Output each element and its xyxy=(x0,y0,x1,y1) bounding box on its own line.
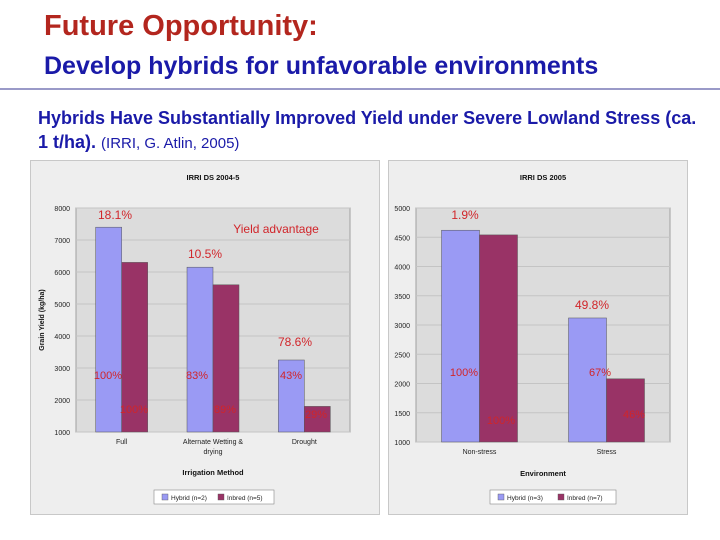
chart-2005-xtick-label: Stress xyxy=(597,449,617,456)
chart-2004-annotation-inbred-pct: 29% xyxy=(305,409,327,421)
chart-2004-ytick-label: 2000 xyxy=(54,398,70,405)
chart-2004-ytick-label: 3000 xyxy=(54,366,70,373)
chart-2005-ytick-label: 3000 xyxy=(394,323,410,330)
chart-2005-svg: 1000 1500 2000 2500 3000 3500 4000 4500 5000 IRRI… xyxy=(388,160,688,515)
chart-2004-ytick-label: 5000 xyxy=(54,302,70,309)
slide-heading: Hybrids Have Substantially Improved Yiel… xyxy=(38,106,698,156)
chart-2005-bar-hybrid xyxy=(441,229,480,443)
chart-2004-xtick-label: Alternate Wetting & drying xyxy=(183,439,244,456)
chart-2005-bar-inbred xyxy=(479,234,518,443)
heading-main: Hybrids Have Substantially Improved Yiel… xyxy=(38,108,697,152)
chart-2004-bar-inbred xyxy=(304,406,331,433)
chart-2005-ytick-label: 2000 xyxy=(394,382,410,389)
chart-2004-ytick-label: 7000 xyxy=(54,238,70,245)
chart-2004-annotation-header: Yield advantage xyxy=(233,222,319,236)
chart-panel-2005: 1000 1500 2000 2500 3000 3500 4000 4500 5000 IRRI… xyxy=(388,160,688,515)
chart-2004-annotation-advantage: 78.6% xyxy=(278,335,312,349)
chart-panel-2004: 1000 2000 3000 4000 5000 6000 7000 8000 IRRI DS … xyxy=(30,160,380,515)
chart-2004-annotation-inbred-pct: 100% xyxy=(120,404,148,416)
chart-2005-title: IRRI DS 2005 xyxy=(520,173,566,182)
chart-2004-ytick-label: 8000 xyxy=(54,206,70,213)
chart-2004-svg: 1000 2000 3000 4000 5000 6000 7000 8000 IRRI DS … xyxy=(30,160,380,515)
slide-title: Future Opportunity: xyxy=(44,10,318,42)
chart-2005-legend-box xyxy=(489,489,617,505)
chart-2005-bar-hybrid xyxy=(568,317,607,443)
chart-2004-legend-label: Hybrid (n=2) xyxy=(171,495,207,502)
chart-2004-x-axis-label: Irrigation Method xyxy=(182,468,244,477)
chart-2004-annotation-hybrid-pct: 43% xyxy=(280,370,302,382)
chart-2005-legend-swatch xyxy=(497,493,505,501)
chart-2004-xtick-label: Drought xyxy=(292,439,317,446)
chart-2005-annotation-inbred-pct: 46% xyxy=(623,409,645,421)
chart-2005-annotation-inbred-pct: 100% xyxy=(487,415,515,427)
chart-2005-ytick-label: 3500 xyxy=(394,294,410,301)
chart-2005-ytick-label: 1500 xyxy=(394,411,410,418)
chart-2005-ytick-label: 1000 xyxy=(394,440,410,447)
chart-2004-annotation-hybrid-pct: 83% xyxy=(186,370,208,382)
chart-2004-y-axis-label: Grain Yield (kg/ha) xyxy=(39,289,46,350)
chart-2005-annotation-hybrid-pct: 67% xyxy=(589,367,611,379)
chart-2004-bar-hybrid xyxy=(278,359,305,433)
chart-2005-annotation-advantage: 1.9% xyxy=(451,208,479,222)
chart-2004-bar-inbred xyxy=(121,262,148,433)
chart-2004-title: IRRI DS 2004-5 xyxy=(187,173,240,182)
chart-2005-annotation-advantage: 49.8% xyxy=(575,298,609,312)
chart-2004-bar-hybrid xyxy=(95,226,122,433)
heading-citation: (IRRI, G. Atlin, 2005) xyxy=(101,135,240,152)
chart-2004-ytick-label: 4000 xyxy=(54,334,70,341)
chart-2004-legend-box xyxy=(153,489,275,505)
chart-2005-legend-label: Hybrid (n=3) xyxy=(507,495,543,502)
slide-subtitle: Develop hybrids for unfavorable environm… xyxy=(44,52,599,80)
chart-2005-annotation-hybrid-pct: 100% xyxy=(450,367,478,379)
chart-2005-ytick-label: 5000 xyxy=(394,206,410,213)
chart-2004-legend-label: Inbred (n=5) xyxy=(227,495,263,502)
chart-2005-ytick-label: 4500 xyxy=(394,235,410,242)
chart-2004-ytick-label: 6000 xyxy=(54,270,70,277)
chart-2005-legend-label: Inbred (n=7) xyxy=(567,495,603,502)
chart-2005-x-axis-label: Environment xyxy=(520,469,566,478)
chart-2004-annotation-advantage: 18.1% xyxy=(98,208,132,222)
chart-2004-bar-hybrid xyxy=(186,266,214,433)
chart-2005-ytick-label: 2500 xyxy=(394,352,410,359)
chart-2005-ytick-label: 4000 xyxy=(394,265,410,272)
chart-2004-ytick-label: 1000 xyxy=(54,430,70,437)
chart-2004-annotation-advantage: 10.5% xyxy=(188,247,222,261)
chart-2004-legend-swatch xyxy=(161,493,169,501)
chart-2004-annotation-hybrid-pct: 100% xyxy=(94,370,122,382)
chart-2005-bar-inbred xyxy=(606,378,645,443)
chart-2004-annotation-inbred-pct: 89% xyxy=(214,404,236,416)
title-divider xyxy=(0,88,720,90)
chart-2004-bar-inbred xyxy=(212,284,240,433)
chart-2005-xtick-label: Non-stress xyxy=(463,449,497,456)
chart-2004-legend-swatch xyxy=(217,493,225,501)
chart-2004-xtick-label: Full xyxy=(116,439,128,446)
chart-2005-legend-swatch xyxy=(557,493,565,501)
